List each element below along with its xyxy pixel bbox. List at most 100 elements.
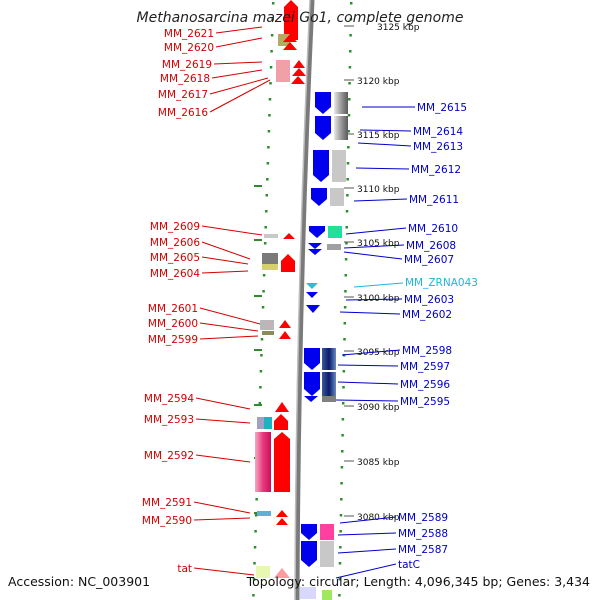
reverse-gene-block <box>304 348 320 370</box>
cog-box <box>256 566 270 578</box>
reverse-gene-arrow <box>306 292 318 298</box>
cog-box <box>264 234 278 238</box>
leader-line <box>195 454 251 463</box>
leader-line <box>213 61 263 65</box>
scale-label: 3105 kbp <box>357 239 400 249</box>
inner-ring-dot <box>259 370 263 373</box>
leader-line <box>201 256 249 265</box>
reverse-gene-arrow <box>304 396 318 402</box>
inner-ring-dot <box>255 498 258 501</box>
leader-line <box>215 37 263 48</box>
reverse-gene-label: MM_2588 <box>398 528 448 540</box>
cog-box <box>334 92 348 114</box>
reverse-gene-block <box>301 524 317 540</box>
forward-gene-label: MM_2619 <box>162 59 212 71</box>
inner-ring-dot <box>261 306 265 309</box>
forward-gene-label: tat <box>177 563 192 575</box>
outer-ring-dot <box>343 338 346 341</box>
outer-ring-dot <box>344 290 347 293</box>
forward-gene-arrow <box>274 568 290 578</box>
inner-ring-dot <box>267 146 270 149</box>
leader-line <box>335 399 399 402</box>
reverse-gene-label: MM_2611 <box>409 194 459 206</box>
cog-box <box>300 587 316 599</box>
reverse-gene-label: MM_2597 <box>400 361 450 373</box>
forward-gene-arrow <box>292 68 306 76</box>
outer-ring-dot <box>342 386 345 389</box>
leader-line <box>355 167 410 170</box>
leader-line <box>345 298 403 301</box>
outer-ring-dot <box>349 50 352 53</box>
leader-line <box>345 227 407 235</box>
inner-ring-dot <box>252 594 255 597</box>
leader-line <box>199 335 259 340</box>
cog-box <box>276 60 290 82</box>
leader-line <box>209 79 271 113</box>
leader-line <box>193 517 251 521</box>
forward-gene-label: MM_2599 <box>148 334 198 346</box>
leader-line <box>201 225 263 236</box>
reverse-gene-label: MM_2615 <box>417 102 467 114</box>
inner-ring-dot <box>266 178 269 181</box>
reverse-gene-label: MM_2598 <box>402 345 452 357</box>
leader-line <box>195 397 251 410</box>
outer-ring-dot <box>343 322 347 325</box>
inner-ring-dot <box>271 2 275 5</box>
outer-ring-dot <box>340 498 343 501</box>
inner-ring-dot <box>269 82 272 85</box>
outer-ring-dot <box>338 594 341 597</box>
outer-ring-dot <box>341 402 345 405</box>
scale-label: 3090 kbp <box>357 403 400 413</box>
forward-gene-block <box>281 254 295 272</box>
outer-ring-dot <box>338 578 341 581</box>
outer-ring-dot <box>339 546 342 549</box>
cog-box <box>332 150 346 182</box>
leader-line <box>201 270 249 274</box>
reverse-gene-label: MM_2613 <box>413 141 463 153</box>
leader-line <box>343 251 403 260</box>
inner-ring-dot <box>260 338 264 341</box>
forward-gene-arrow <box>279 331 291 339</box>
leader-line <box>339 516 397 524</box>
outer-ring-dot <box>348 66 352 69</box>
cog-box <box>320 524 334 540</box>
reverse-gene-label: MM_2589 <box>398 512 448 524</box>
outer-ring-dot <box>348 98 351 101</box>
leader-line <box>201 241 251 260</box>
outer-ring-dot <box>344 274 348 277</box>
scale-label: 3115 kbp <box>357 131 400 141</box>
forward-gene-label: MM_2616 <box>158 107 208 119</box>
inner-ring-dot <box>270 50 273 53</box>
forward-gene-arrow <box>283 42 297 50</box>
inner-ring-dot <box>269 66 273 69</box>
reverse-gene-label: MM_2608 <box>406 240 456 252</box>
leader-line <box>353 198 408 202</box>
inner-ring-dot <box>260 354 263 357</box>
outer-ring-dot <box>347 114 351 117</box>
inner-ring-dot <box>259 386 262 389</box>
forward-gene-label: MM_2618 <box>160 73 210 85</box>
reverse-gene-label: MM_2614 <box>413 126 463 138</box>
cog-box <box>322 348 336 370</box>
outer-ring-dot <box>347 130 350 133</box>
forward-gene-label: MM_2601 <box>148 303 198 315</box>
leader-line <box>215 26 263 34</box>
outer-ring-dot <box>346 178 349 181</box>
inner-ring-dot <box>271 18 274 21</box>
forward-gene-label: MM_2620 <box>164 42 214 54</box>
reverse-gene-block <box>313 150 329 182</box>
cog-box <box>327 244 341 250</box>
inner-ring-dot <box>264 226 267 229</box>
reverse-gene-label: MM_2602 <box>402 309 452 321</box>
forward-gene-arrow <box>275 402 289 412</box>
leader-line <box>209 77 269 95</box>
scale-label: 3125 kbp <box>377 23 420 33</box>
leader-line <box>341 349 401 356</box>
outer-ring-dot <box>349 2 353 5</box>
inner-ring-dot <box>266 162 270 165</box>
topology-text: Topology: circular; Length: 4,096,345 bp… <box>246 574 590 589</box>
genome-backbone-highlight <box>294 0 311 600</box>
outer-ring-dot <box>339 530 342 533</box>
reverse-gene-block <box>304 372 320 396</box>
scale-label: 3110 kbp <box>357 185 400 195</box>
